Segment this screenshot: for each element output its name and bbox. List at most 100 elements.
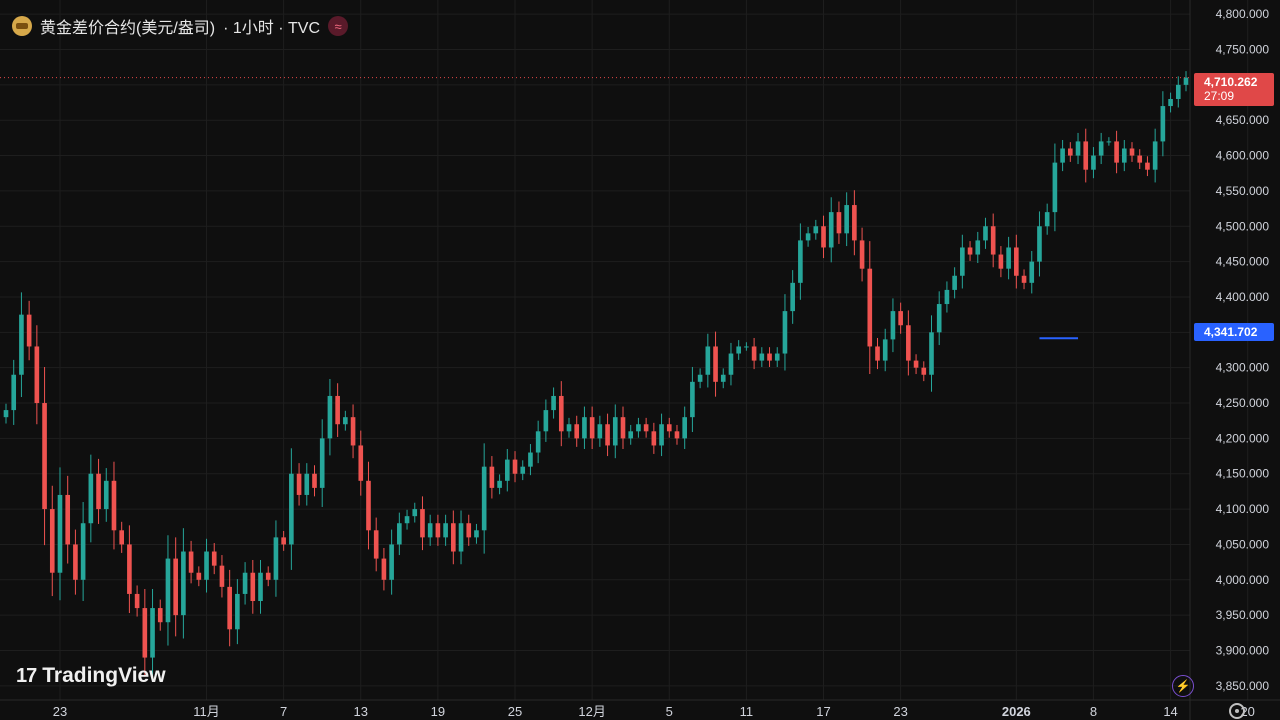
y-tick-label: 3,900.000 [1216, 644, 1270, 658]
candle-body [759, 353, 765, 361]
candle-body [173, 558, 178, 616]
candle-body [412, 509, 418, 517]
candle-body [551, 395, 556, 411]
candle-body [389, 544, 394, 580]
y-tick-label: 3,950.000 [1216, 608, 1270, 622]
candle-body [188, 551, 194, 573]
candle-body [983, 226, 988, 241]
candle-body [219, 565, 225, 587]
candle-body [427, 523, 433, 538]
settings-gear-icon[interactable] [1229, 703, 1245, 719]
x-tick-label: 17 [816, 704, 830, 719]
candle-body [990, 226, 996, 255]
candle-body [836, 212, 842, 234]
y-tick-label: 4,000.000 [1216, 573, 1270, 587]
candle-body [358, 445, 364, 481]
x-tick-label: 5 [666, 704, 673, 719]
candle-body [651, 431, 657, 446]
candle-body [674, 431, 680, 439]
market-flag-icon[interactable]: ≈ [328, 16, 349, 36]
candle-body [574, 424, 580, 439]
candle-body [813, 226, 819, 234]
candle-body [605, 424, 610, 446]
candle-body [936, 304, 942, 333]
symbol-title[interactable]: 黄金差价合约(美元/盎司) [40, 20, 216, 37]
candle-body [327, 395, 333, 439]
candle-body [142, 608, 148, 658]
symbol-header[interactable]: 黄金差价合约(美元/盎司) · 1小时 · TVC ≈ [12, 14, 349, 38]
x-tick-label: 7 [280, 704, 287, 719]
candle-body [535, 431, 541, 453]
x-tick-label: 23 [893, 704, 907, 719]
lightning-icon[interactable]: ⚡ [1172, 675, 1194, 697]
candle-body [96, 473, 101, 510]
candle-body [258, 572, 263, 602]
candle-body [26, 314, 32, 347]
candle-body [1014, 247, 1019, 276]
x-tick-label: 8 [1090, 704, 1097, 719]
tradingview-logo[interactable]: 17 TradingView [16, 664, 166, 688]
candle-body [80, 523, 86, 580]
candle-body [1137, 155, 1143, 163]
candle-body [366, 480, 371, 531]
candle-body [643, 424, 649, 432]
candle-body [682, 417, 688, 439]
candle-body [1091, 155, 1096, 170]
y-tick-label: 4,500.000 [1216, 219, 1270, 233]
y-tick-label: 4,200.000 [1216, 431, 1270, 445]
y-tick-label: 4,600.000 [1216, 149, 1270, 163]
candle-body [1160, 106, 1166, 142]
candle-body [1098, 141, 1104, 156]
candle-body [1121, 148, 1127, 163]
candle-body [906, 325, 911, 361]
y-tick-label: 4,050.000 [1216, 537, 1270, 551]
candle-body [1183, 77, 1189, 85]
candle-body [1060, 148, 1065, 163]
candle-body [774, 353, 780, 361]
candle-body [967, 247, 973, 255]
gold-coin-icon [12, 16, 32, 36]
last-price-value: 4,710.262 [1204, 75, 1258, 89]
candle-body [798, 240, 803, 283]
candle-body [73, 544, 78, 580]
y-tick-label: 3,850.000 [1216, 679, 1270, 693]
candle-body [520, 466, 526, 474]
candle-body [227, 586, 232, 630]
candle-body [728, 353, 734, 375]
candle-body [898, 311, 903, 326]
y-tick-label: 4,800.000 [1216, 7, 1270, 21]
y-tick-label: 4,450.000 [1216, 255, 1270, 269]
candle-body [204, 551, 209, 580]
candle-body [929, 332, 934, 375]
candle-body [3, 410, 9, 418]
x-tick-label: 13 [354, 704, 368, 719]
y-tick-label: 4,400.000 [1216, 290, 1270, 304]
candle-body [466, 523, 472, 538]
candle-body [1006, 247, 1011, 269]
candle-body [57, 494, 63, 573]
candle-body [504, 459, 510, 481]
candle-body [289, 473, 294, 545]
candle-body [127, 544, 132, 594]
candle-body [397, 523, 402, 545]
candle-body [119, 530, 124, 545]
candle-body [489, 466, 495, 488]
candle-body [1037, 226, 1042, 262]
interval-source[interactable]: · 1小时 · TVC [223, 20, 321, 37]
candle-body [890, 311, 896, 340]
candle-body [720, 374, 726, 382]
candle-body [150, 608, 155, 658]
y-tick-label: 4,300.000 [1216, 361, 1270, 375]
candle-body [921, 367, 927, 375]
candle-body [558, 395, 564, 432]
candle-body [805, 233, 811, 241]
candle-body [1168, 98, 1173, 107]
y-tick-label: 4,150.000 [1216, 467, 1270, 481]
y-tick-label: 4,750.000 [1216, 42, 1270, 56]
x-tick-label: 12月 [578, 704, 605, 719]
x-tick-label: 2026 [1002, 704, 1031, 719]
candle-body [960, 247, 965, 276]
x-tick-label: 14 [1163, 704, 1177, 719]
